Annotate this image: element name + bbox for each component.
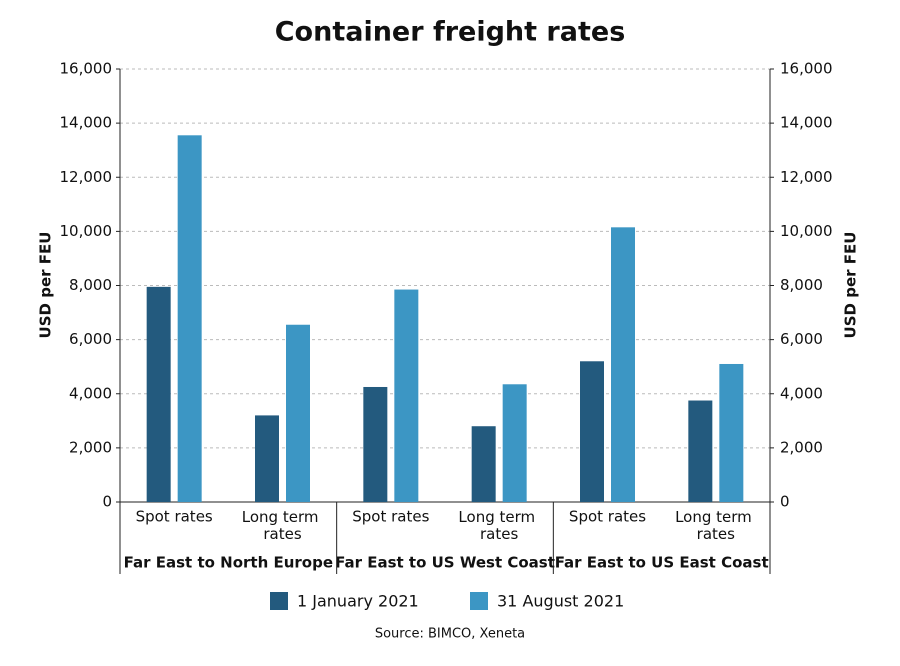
y-tick-label: 6,000: [69, 330, 112, 348]
legend-label: 1 January 2021: [297, 592, 419, 611]
bar: [580, 361, 604, 502]
y-tick-label: 10,000: [60, 222, 113, 240]
x-tick-label: Long term rates: [242, 508, 323, 543]
y2-tick-label: 16,000: [780, 60, 833, 78]
source-note: Source: BIMCO, Xeneta: [375, 627, 525, 642]
legend-label: 31 August 2021: [497, 592, 624, 611]
bar: [177, 135, 202, 502]
legend-swatch: [470, 592, 488, 610]
bar: [146, 286, 171, 502]
legend-swatch: [270, 592, 288, 610]
y2-tick-label: 0: [780, 493, 790, 511]
y-tick-label: 8,000: [69, 276, 112, 294]
x-tick-label: Long term rates: [458, 508, 539, 543]
bar: [286, 324, 310, 502]
y-tick-label: 0: [102, 493, 112, 511]
y-tick-label: 4,000: [69, 384, 112, 402]
y2-tick-label: 12,000: [780, 168, 833, 186]
x-tick-label: Spot rates: [569, 508, 646, 526]
y2-tick-label: 14,000: [780, 114, 833, 132]
bar: [688, 400, 713, 502]
y2-tick-label: 4,000: [780, 384, 823, 402]
chart-title: Container freight rates: [275, 17, 626, 48]
y2-tick-label: 2,000: [780, 438, 823, 456]
x-tick-label: Long term rates: [675, 508, 756, 543]
group-label: Far East to US West Coast: [335, 554, 555, 572]
bar: [471, 426, 496, 502]
bar: [611, 227, 635, 503]
y-tick-label: 14,000: [60, 114, 113, 132]
y2-tick-label: 10,000: [780, 222, 833, 240]
group-label: Far East to North Europe: [124, 554, 333, 572]
bar: [363, 386, 388, 502]
y-tick-label: 12,000: [60, 168, 113, 186]
y-axis-label: USD per FEU: [37, 232, 55, 339]
y-tick-label: 16,000: [60, 60, 113, 78]
x-tick-label: Spot rates: [136, 508, 213, 526]
y-tick-label: 2,000: [69, 438, 112, 456]
bar: [255, 415, 279, 502]
y2-axis-label: USD per FEU: [842, 232, 860, 339]
bar: [394, 289, 419, 502]
bar: [502, 384, 527, 502]
bar: [719, 363, 744, 502]
y2-tick-label: 6,000: [780, 330, 823, 348]
x-tick-label: Spot rates: [352, 508, 429, 526]
y2-tick-label: 8,000: [780, 276, 823, 294]
group-label: Far East to US East Coast: [555, 554, 769, 572]
